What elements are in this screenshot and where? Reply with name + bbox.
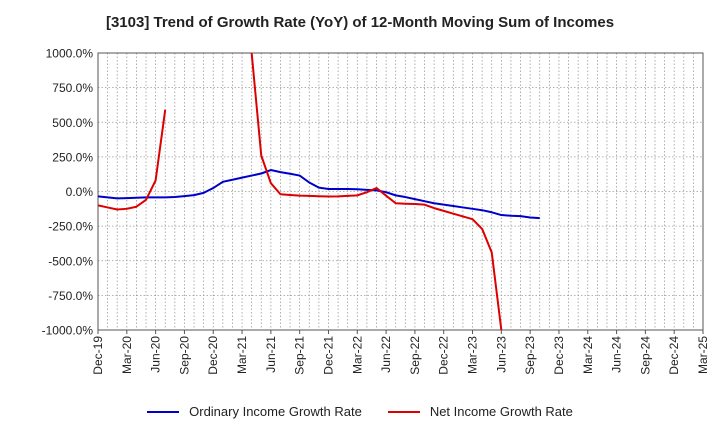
x-tick-label: Mar-24 <box>581 336 595 374</box>
series-line-net-income <box>250 53 503 330</box>
x-tick-label: Mar-25 <box>696 336 710 374</box>
x-tick-label: Sep-20 <box>177 336 191 375</box>
x-tick-label: Mar-23 <box>466 336 480 374</box>
x-tick-label: Sep-22 <box>408 336 422 375</box>
x-tick-label: Jun-22 <box>379 336 393 373</box>
y-tick-label: -250.0% <box>48 220 93 234</box>
y-tick-label: -1000.0% <box>42 324 94 338</box>
x-tick-label: Jun-20 <box>149 336 163 373</box>
legend-label-ordinary-income: Ordinary Income Growth Rate <box>189 404 362 419</box>
legend-item-ordinary-income: Ordinary Income Growth Rate <box>147 404 362 419</box>
x-tick-label: Dec-24 <box>667 336 681 375</box>
x-tick-label: Dec-23 <box>552 336 566 375</box>
y-tick-label: 0.0% <box>66 185 94 199</box>
plot-border <box>97 52 704 331</box>
x-tick-label: Jun-21 <box>264 336 278 373</box>
series-line-net-income <box>98 109 167 211</box>
x-tick-label: Dec-21 <box>321 336 335 375</box>
x-tick-label: Sep-21 <box>293 336 307 375</box>
y-tick-label: 1000.0% <box>46 47 94 61</box>
x-tick-label: Mar-22 <box>350 336 364 374</box>
series-line-ordinary-income <box>98 169 540 220</box>
y-tick-label: 500.0% <box>52 116 93 130</box>
x-tick-label: Jun-23 <box>494 336 508 373</box>
legend-swatch-net-income <box>387 410 420 413</box>
y-tick-label: 750.0% <box>52 81 93 95</box>
chart-title: [3103] Trend of Growth Rate (YoY) of 12-… <box>105 14 615 31</box>
x-tick-label: Dec-22 <box>437 336 451 375</box>
x-tick-label: Sep-23 <box>523 336 537 375</box>
x-tick-label: Dec-20 <box>206 336 220 375</box>
y-tick-label: 250.0% <box>52 150 93 164</box>
y-tick-label: -500.0% <box>48 254 93 268</box>
x-tick-label: Dec-19 <box>91 336 105 375</box>
legend-label-net-income: Net Income Growth Rate <box>429 404 573 419</box>
x-tick-label: Mar-20 <box>120 336 134 374</box>
x-tick-label: Jun-24 <box>610 336 624 373</box>
legend-swatch-ordinary-income <box>147 410 180 413</box>
x-tick-label: Sep-24 <box>638 336 652 375</box>
legend-item-net-income: Net Income Growth Rate <box>387 404 573 419</box>
x-tick-label: Mar-21 <box>235 336 249 374</box>
y-tick-label: -750.0% <box>48 289 93 303</box>
legend: Ordinary Income Growth Rate Net Income G… <box>0 404 720 419</box>
